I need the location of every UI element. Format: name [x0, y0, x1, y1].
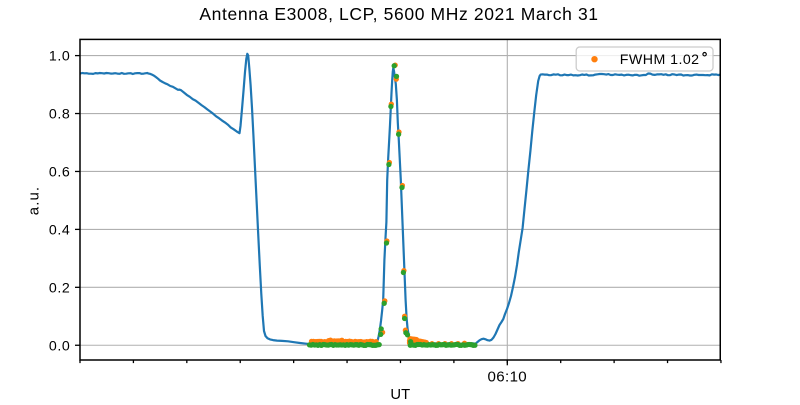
svg-text:a.u.: a.u. [26, 186, 43, 215]
svg-text:1.0: 1.0 [49, 49, 70, 65]
svg-text:06:10: 06:10 [488, 368, 528, 385]
svg-text:0.0: 0.0 [49, 338, 70, 354]
svg-text:0.2: 0.2 [49, 280, 70, 296]
svg-text:0.8: 0.8 [49, 107, 70, 123]
svg-text:UT: UT [390, 387, 410, 400]
svg-text:0.4: 0.4 [49, 222, 70, 238]
svg-text:0.6: 0.6 [49, 164, 70, 180]
svg-text:Antenna E3008, LCP, 5600 MHz 2: Antenna E3008, LCP, 5600 MHz 2021 March … [199, 4, 598, 24]
svg-text:FWHM 1.02: FWHM 1.02 [620, 52, 700, 68]
